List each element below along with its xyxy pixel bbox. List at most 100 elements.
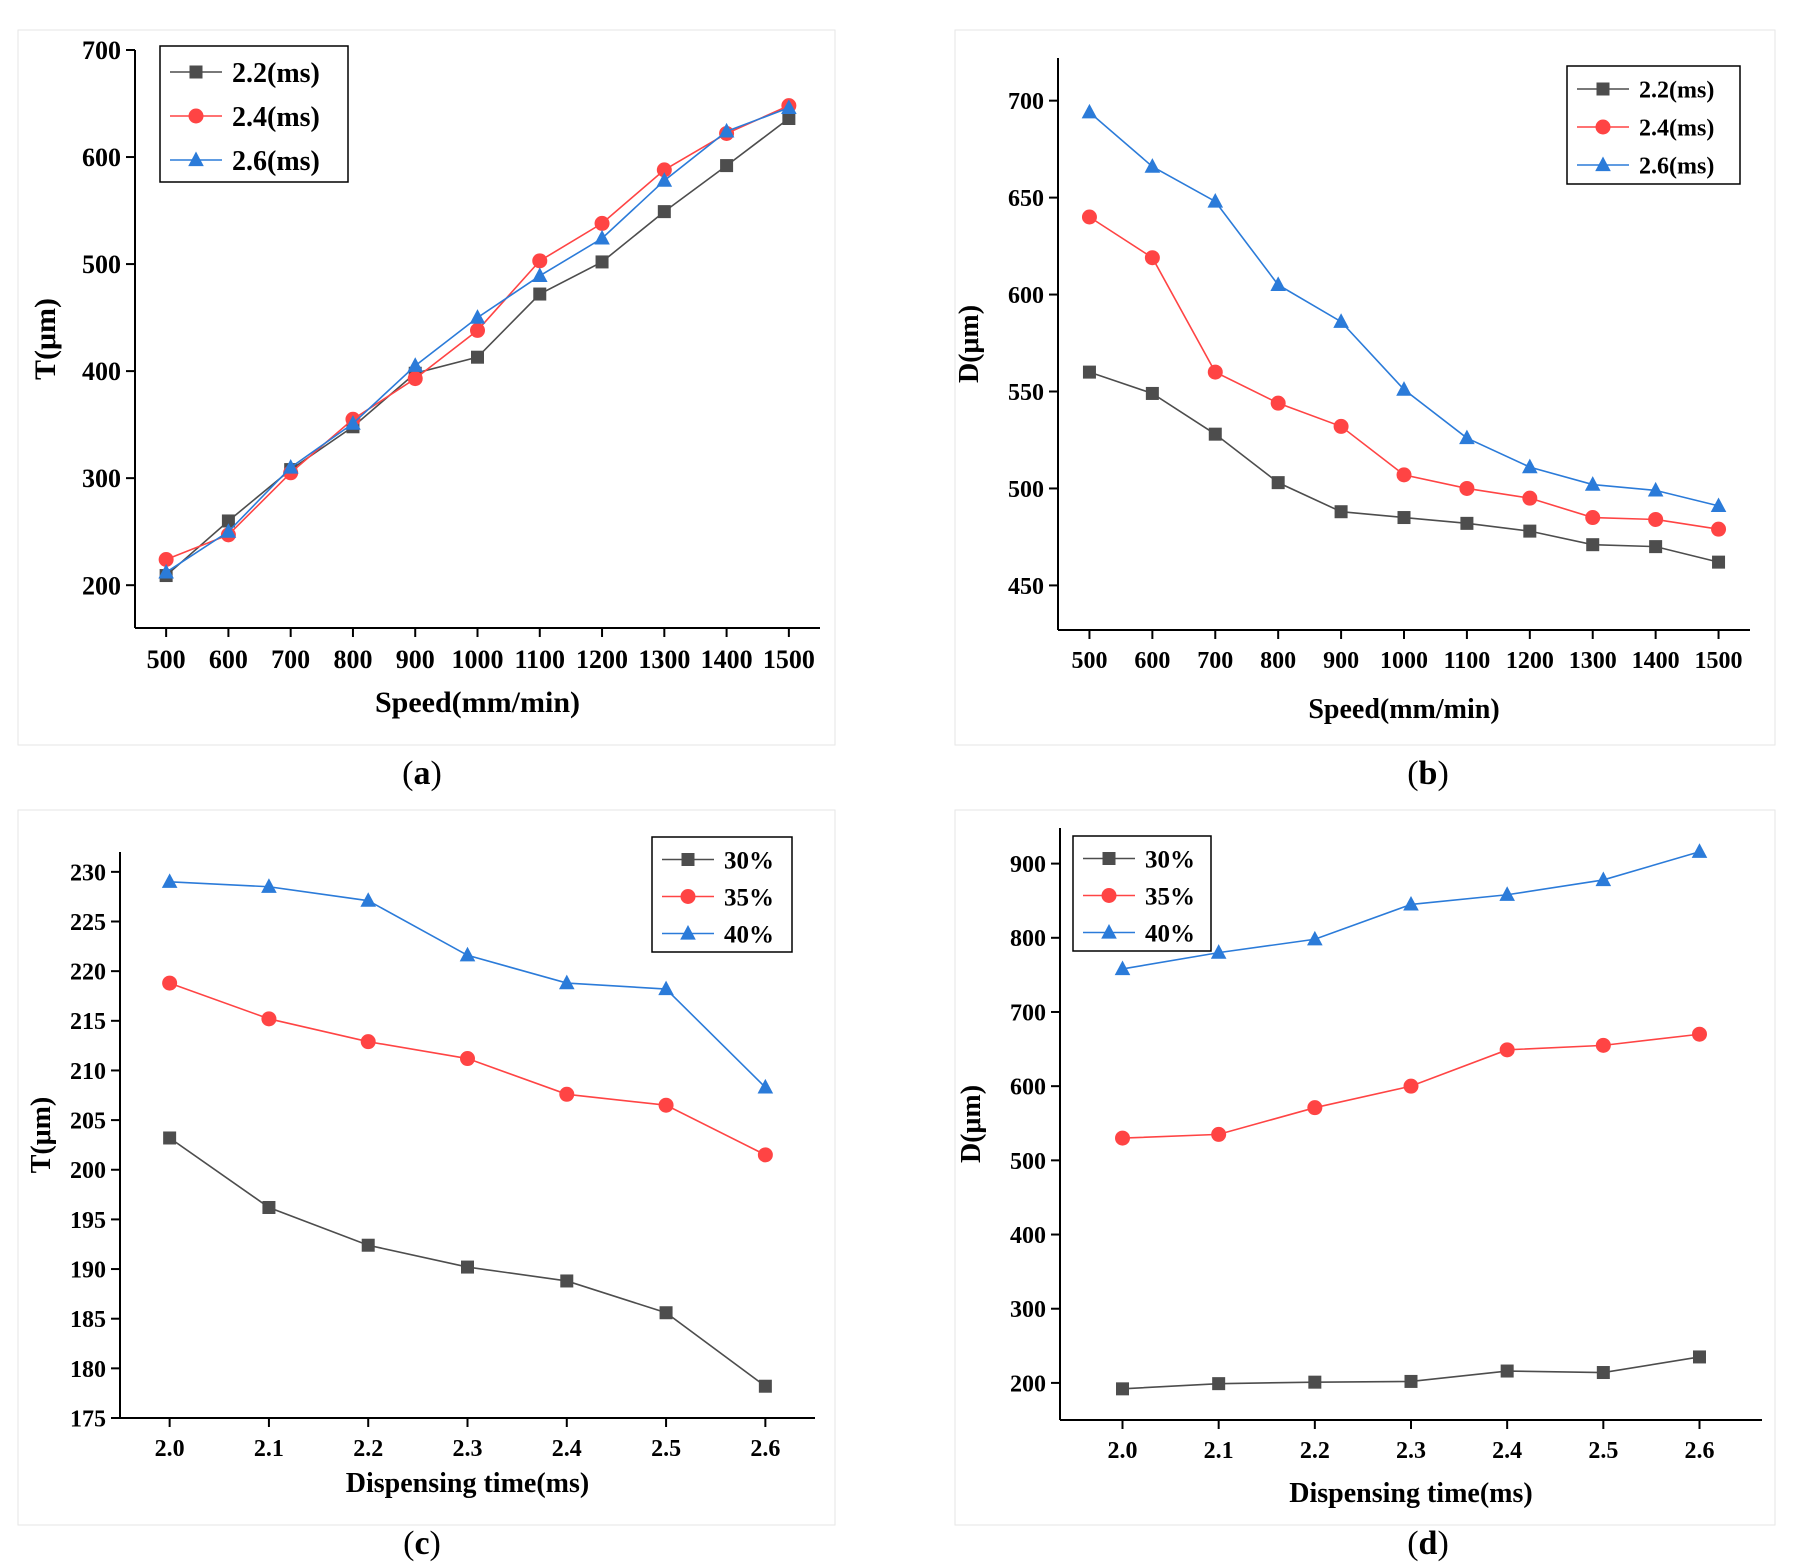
- chart-panel-c: 2.0 2.1 2.2 2.3 2.4 2.5 2.6 175 180 185 190 195 200 2…: [0, 780, 900, 1562]
- chart-d-legend-swatch-marker: [1101, 924, 1117, 939]
- chart-b-y-tick-label: 550: [1008, 380, 1044, 406]
- chart-d-series-0-point: [1308, 1375, 1322, 1389]
- chart-b-series-2-point: [1207, 193, 1224, 208]
- chart-c-series-1-point: [360, 1034, 376, 1050]
- chart-b-series-0-point: [1586, 538, 1600, 552]
- chart-b-series-0-point: [1145, 386, 1159, 400]
- chart-c-x-axis-title: Dispensing time(ms): [346, 1468, 589, 1499]
- chart-b-legend-label: 2.2(ms): [1639, 77, 1714, 103]
- chart-b-x-tick-label: 1000: [1380, 648, 1428, 674]
- chart-c-x-tick-label: 2.0: [155, 1436, 185, 1462]
- chart-b-series-2-point: [1144, 158, 1161, 173]
- chart-a-x-tick-label: 1500: [763, 645, 815, 674]
- chart-d-series-2-point: [1595, 871, 1612, 887]
- chart-c-y-tick-label: 210: [70, 1059, 106, 1085]
- chart-c-legend-swatch-marker: [681, 853, 695, 866]
- chart-d-legend-label: 35%: [1145, 883, 1195, 910]
- chart-d-series-2: [1114, 843, 1708, 976]
- chart-a-legend-label: 2.4(ms): [232, 102, 320, 133]
- chart-b-series-2-point: [1270, 276, 1286, 292]
- chart-c-series-0-point: [758, 1379, 772, 1393]
- chart-c-y-tick-label: 185: [70, 1307, 106, 1333]
- chart-c-frame: [17, 809, 836, 1526]
- chart-c-svg: 2.0 2.1 2.2 2.3 2.4 2.5 2.6 175 180 185 190 195 200 2…: [17, 809, 836, 1526]
- chart-b-x-tick-label: 1300: [1569, 648, 1617, 674]
- chart-b-series-1: [1081, 209, 1727, 537]
- chart-d-svg: 2.0 2.1 2.2 2.3 2.4 2.5 2.6 200 300 400 500 600 700 8…: [954, 809, 1776, 1526]
- chart-a-y-tick-label: 500: [82, 250, 121, 279]
- chart-a-series-1-point: [407, 371, 423, 387]
- chart-c-series-2-point: [757, 1078, 774, 1094]
- chart-c-x-tick-label: 2.2: [353, 1436, 383, 1462]
- chart-a-x-axis-title: Speed(mm/min): [375, 686, 580, 719]
- chart-a-x-tick-label: 1100: [514, 645, 565, 674]
- chart-d-x-tick-label: 2.2: [1300, 1438, 1330, 1464]
- chart-b-series-1-point: [1207, 364, 1223, 380]
- chart-b-series-1-point: [1711, 521, 1727, 537]
- chart-a-y-tick-label: 200: [82, 571, 121, 600]
- chart-d-series-1-point: [1595, 1037, 1611, 1053]
- chart-b-series-1-point: [1081, 209, 1097, 225]
- chart-d-x-tick-label: 2.0: [1108, 1438, 1138, 1464]
- chart-a-x-tick-label: 1000: [452, 645, 504, 674]
- chart-c-series-1: [162, 975, 773, 1163]
- chart-c-series-0-point: [659, 1306, 673, 1320]
- chart-c-series-0-point: [262, 1200, 276, 1214]
- chart-d-y-tick-label: 200: [1010, 1371, 1046, 1397]
- chart-a-x-tick-label: 800: [333, 645, 372, 674]
- chart-d-series-1-point: [1403, 1078, 1419, 1094]
- chart-c-y-tick-label: 190: [70, 1257, 106, 1283]
- chart-d-series-2-point: [1114, 960, 1131, 976]
- chart-d-x-tick-label: 2.1: [1204, 1438, 1234, 1464]
- chart-a-series-0-point: [471, 350, 484, 364]
- chart-b-x-tick-label: 600: [1134, 648, 1170, 674]
- chart-panel-a: 500 600 700 800 900 1000 1100 1200 1300 1400 1500 2…: [0, 0, 900, 792]
- chart-a-legend-swatch-marker: [188, 108, 204, 124]
- chart-d-series-0-point: [1212, 1377, 1226, 1391]
- chart-a-series-0-point: [657, 205, 671, 219]
- chart-c-y-tick-label: 180: [70, 1357, 106, 1383]
- chart-d-series-2-point: [1691, 843, 1708, 858]
- chart-a-x-tick-label: 600: [209, 645, 248, 674]
- chart-d-x-tick-label: 2.6: [1684, 1438, 1714, 1464]
- chart-b-series-1-point: [1459, 480, 1475, 496]
- chart-b-series-0-point: [1523, 524, 1537, 538]
- chart-a-series-0-point: [720, 159, 734, 173]
- chart-c-legend: 30% 35% 40%: [651, 836, 793, 953]
- chart-b-y-tick-label: 450: [1008, 574, 1044, 600]
- chart-d-x-tick-label: 2.5: [1588, 1438, 1618, 1464]
- chart-c-series-1-line: [169, 982, 766, 1156]
- chart-b-x-tick-label: 500: [1071, 648, 1107, 674]
- chart-d-legend-swatch-marker: [1101, 888, 1117, 903]
- chart-d-y-tick-label: 500: [1010, 1149, 1046, 1175]
- caption-d: (d): [1407, 1525, 1449, 1562]
- chart-b-legend-label: 2.6(ms): [1639, 153, 1714, 179]
- chart-c-x-tick-label: 2.4: [552, 1436, 582, 1462]
- chart-b-x-tick-label: 1100: [1444, 648, 1491, 674]
- chart-a-legend-label: 2.6(ms): [232, 146, 320, 177]
- chart-c-y-tick-label: 195: [70, 1208, 106, 1234]
- chart-a-series-2: [158, 99, 797, 579]
- chart-d-y-tick-label: 400: [1010, 1223, 1046, 1249]
- chart-c-series-2: [161, 873, 774, 1094]
- chart-c-series-2-point: [161, 873, 178, 888]
- chart-a-series-0-line: [165, 117, 790, 577]
- chart-a-legend-swatch-marker: [188, 151, 204, 167]
- chart-b-y-tick-label: 500: [1008, 477, 1044, 503]
- chart-b-x-tick-label: 1200: [1506, 648, 1554, 674]
- chart-a-frame: [17, 29, 836, 746]
- chart-b-legend-swatch-marker: [1596, 82, 1610, 96]
- chart-d-series-0-point: [1404, 1374, 1418, 1388]
- chart-b-series-2-point: [1081, 103, 1098, 119]
- chart-c-series-2-point: [558, 974, 575, 990]
- chart-a-x-tick-label: 1300: [638, 645, 690, 674]
- chart-b-series-0-point: [1271, 476, 1285, 490]
- chart-a-y-tick-label: 300: [82, 464, 121, 493]
- chart-d-series-0-point: [1116, 1382, 1130, 1396]
- chart-d-y-axis-title: D(μm): [956, 1085, 987, 1163]
- chart-c-series-2-point: [261, 878, 277, 893]
- chart-c-series-1-point: [757, 1147, 773, 1163]
- chart-c-series-1-point: [658, 1097, 674, 1113]
- chart-d-series-0-point: [1500, 1364, 1514, 1378]
- chart-b-series-2-point: [1584, 476, 1601, 491]
